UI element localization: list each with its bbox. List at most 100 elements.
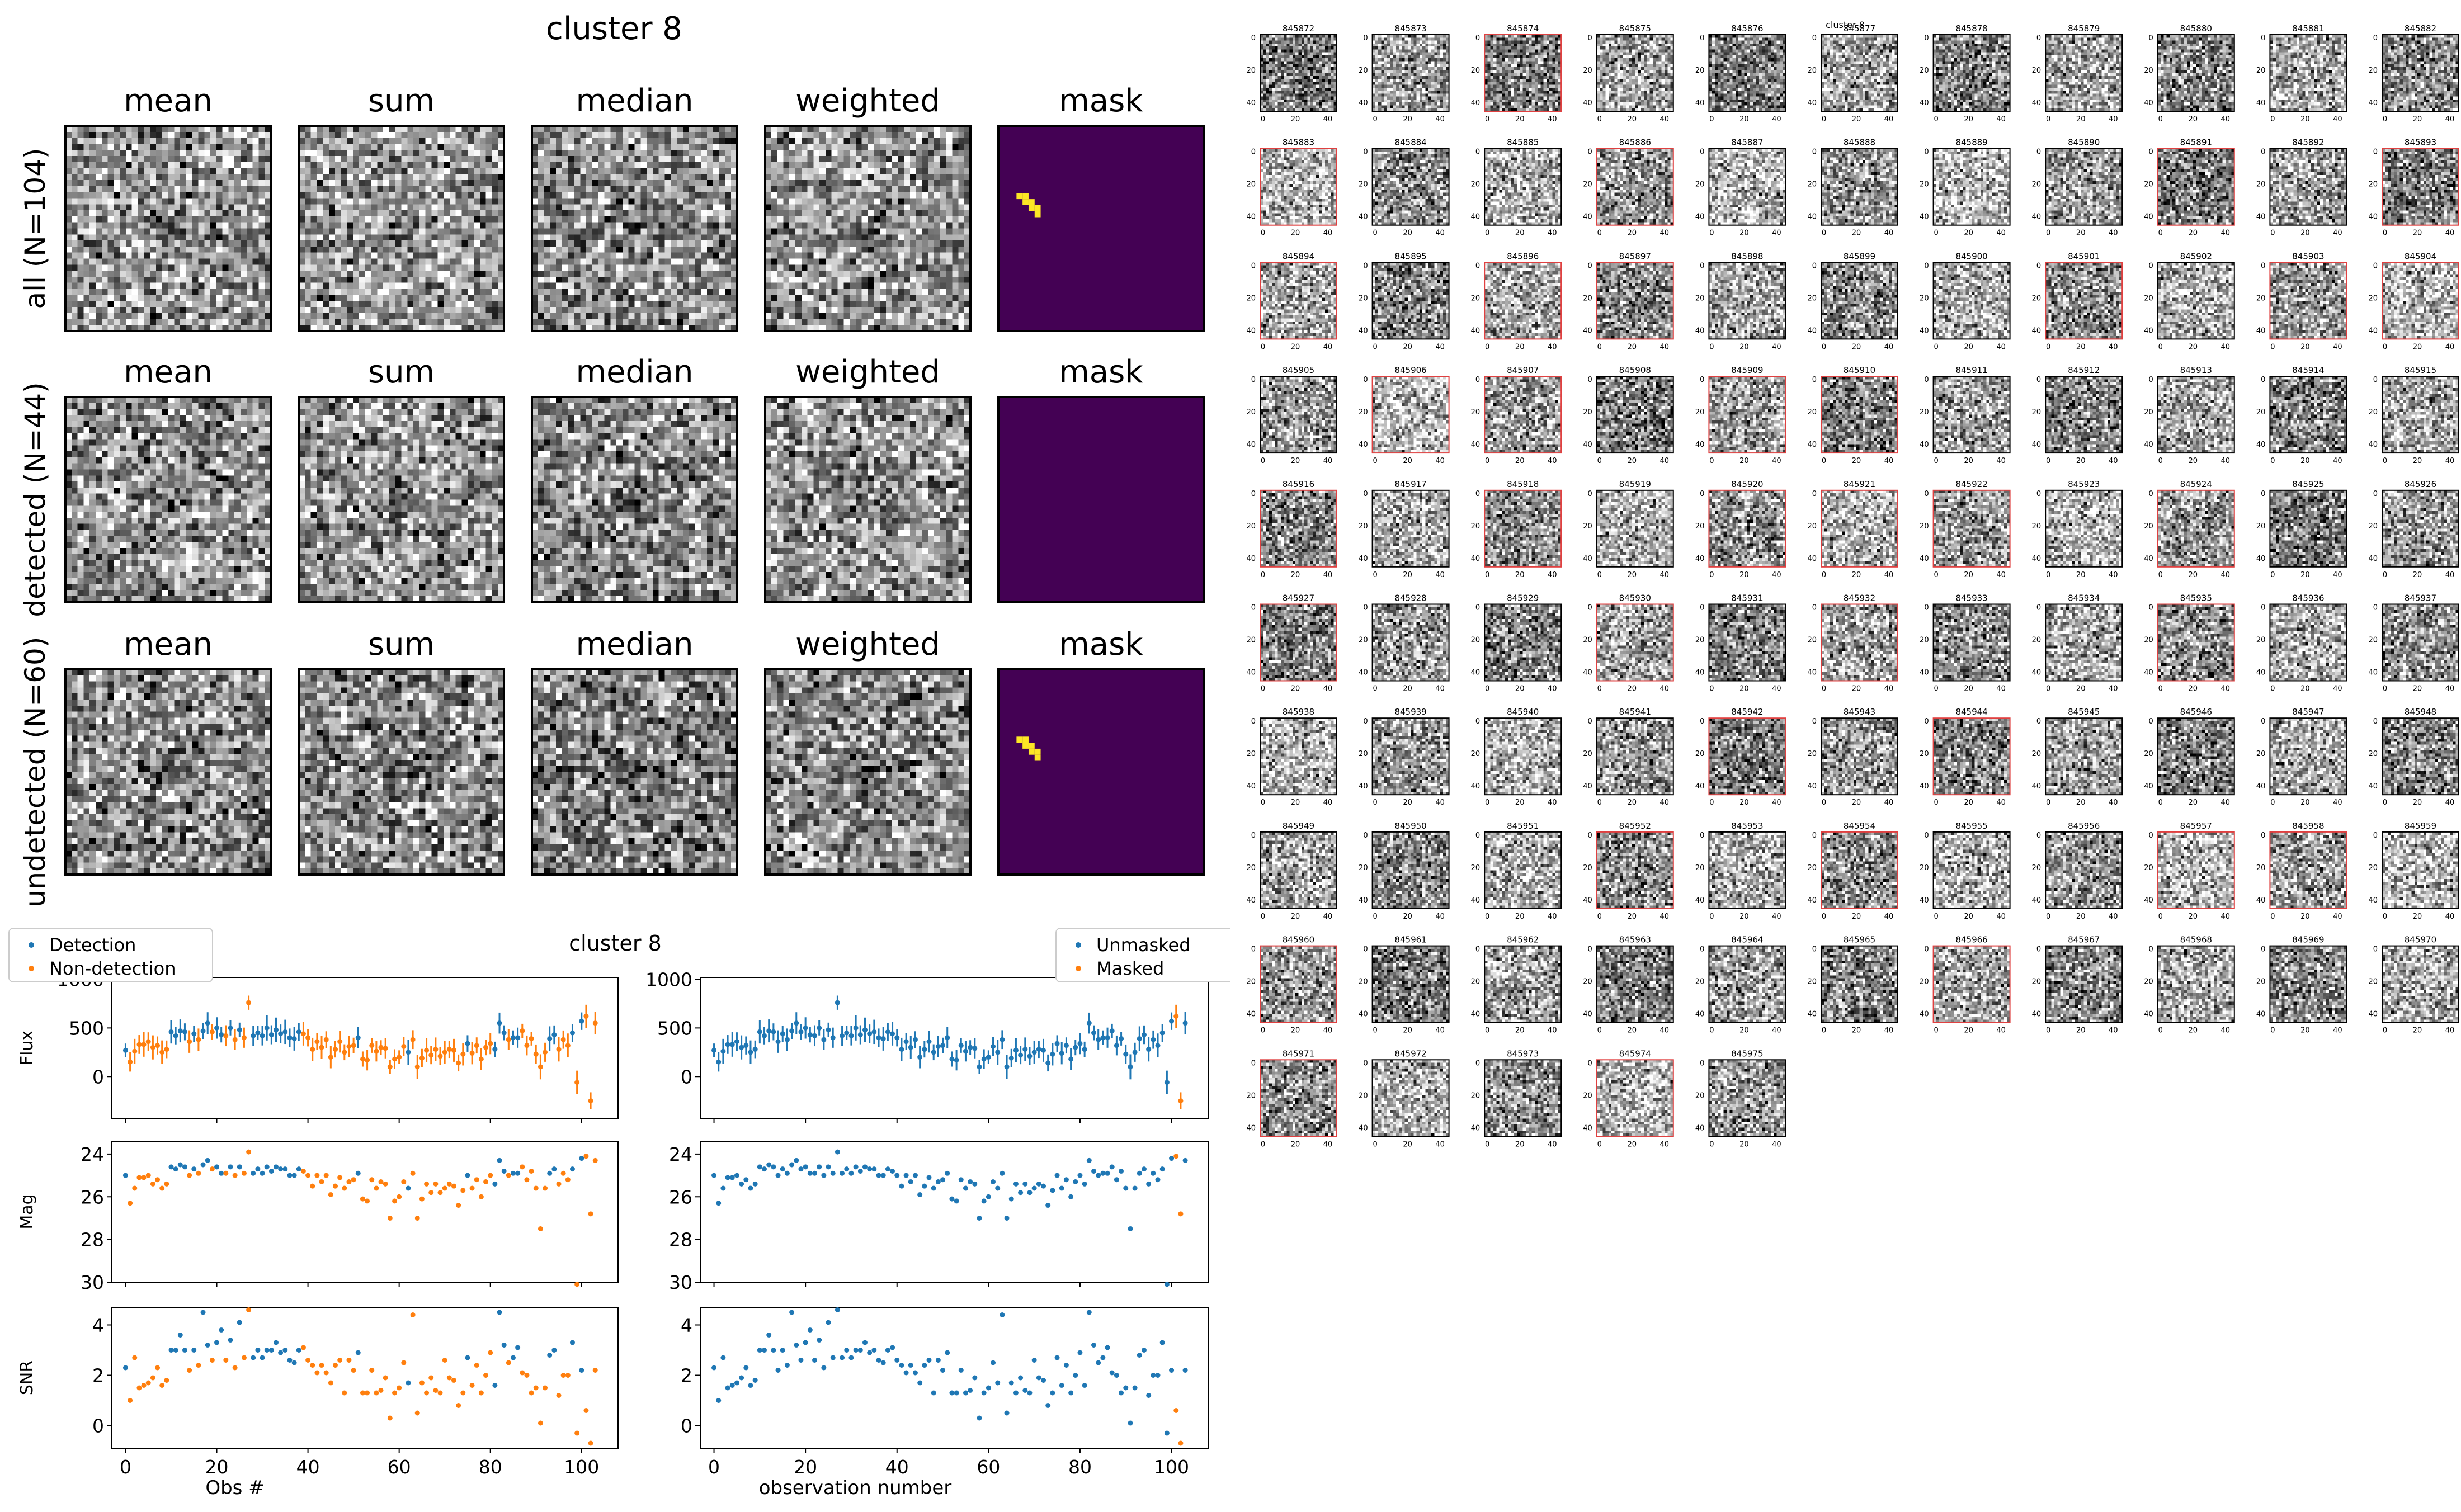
cutout-xtick: 0 [1373, 115, 1377, 124]
cutout-ytick: 20 [1359, 408, 1368, 417]
data-point [1022, 1388, 1028, 1393]
cutout-xtick: 0 [1597, 913, 1602, 921]
ytick-label: 24 [669, 1144, 692, 1165]
cutout-ytick: 0 [2261, 604, 2265, 612]
data-point [1077, 1173, 1083, 1178]
data-point [191, 1166, 197, 1172]
data-point [351, 1043, 356, 1048]
cutout-xtick: 40 [1884, 685, 1894, 693]
cutout-image [2045, 718, 2123, 795]
data-point [1119, 1390, 1124, 1396]
cutout-label: 845878 [1955, 23, 1987, 34]
data-point [1137, 1036, 1142, 1041]
data-point [1151, 1037, 1156, 1042]
cutout-ytick: 40 [1920, 782, 1929, 791]
cutout-ytick: 40 [1359, 327, 1368, 335]
cutout-frame [2269, 831, 2347, 909]
data-point [949, 1196, 955, 1202]
data-point [392, 1056, 397, 1062]
data-point [214, 1025, 220, 1031]
cutout-image [1709, 831, 1786, 909]
cutout-xtick: 20 [1852, 115, 1861, 124]
column-label: mask [1059, 626, 1143, 663]
data-point [369, 1043, 375, 1048]
cutout-frame [2045, 831, 2123, 909]
cutout-ytick: 20 [1807, 978, 1817, 986]
cutout-xtick: 40 [1884, 913, 1894, 921]
cutout-ytick: 40 [2144, 896, 2153, 905]
cutout-label: 845929 [1507, 593, 1539, 603]
cutout-image [1933, 490, 2010, 567]
data-point [789, 1162, 795, 1168]
data-point [1132, 1050, 1138, 1055]
cutout-ytick: 20 [1359, 636, 1368, 645]
cutout-image [1260, 1060, 1337, 1137]
data-point [209, 1358, 215, 1363]
data-point [469, 1185, 475, 1191]
cutout-xtick: 40 [1660, 1027, 1670, 1035]
cutout-xtick: 40 [1772, 685, 1781, 693]
data-point [128, 1059, 133, 1065]
data-point [803, 1340, 808, 1345]
cutout-xtick: 40 [1772, 343, 1781, 351]
cutout-ytick: 20 [1583, 864, 1592, 872]
cutout-grid-title: cluster 8 [1826, 20, 1865, 30]
legend-marker [1076, 942, 1081, 948]
cutout-xtick: 0 [1261, 115, 1265, 124]
mask-image [998, 669, 1204, 875]
cutout-ytick: 20 [1471, 181, 1481, 189]
data-point [931, 1050, 936, 1055]
cutout-ytick: 0 [2261, 376, 2265, 384]
cutout-image [2157, 718, 2234, 795]
cutout-ytick: 20 [2256, 750, 2266, 758]
ytick-label: 24 [81, 1144, 104, 1165]
cutout-ytick: 0 [1251, 376, 1256, 384]
cutout-frame [2157, 945, 2235, 1023]
data-point [122, 1173, 128, 1178]
data-point [583, 1408, 589, 1413]
cutout-image [1821, 946, 1898, 1023]
data-point [442, 1050, 447, 1055]
cutout-image [1484, 718, 1562, 795]
cutout-xtick: 0 [2270, 571, 2275, 579]
cutout-ytick: 20 [1920, 181, 1929, 189]
cutout-frame [1596, 603, 1674, 682]
data-point [1086, 1157, 1092, 1163]
data-point [968, 1045, 973, 1050]
cutout-xtick: 40 [2445, 571, 2455, 579]
cutout-xtick: 0 [2270, 229, 2275, 238]
cutout-image [1260, 376, 1337, 453]
data-point [1018, 1052, 1024, 1058]
stack-image [765, 397, 970, 602]
cutout-ytick: 40 [1583, 327, 1592, 335]
cutout-label: 845940 [1507, 707, 1539, 717]
cutout-ytick: 40 [2368, 327, 2378, 335]
data-point [145, 1380, 151, 1386]
cutout-label: 845965 [1844, 935, 1875, 945]
data-point [406, 1050, 411, 1055]
data-point [862, 1340, 868, 1345]
data-point [442, 1358, 447, 1363]
cutout-frame [2382, 945, 2459, 1023]
stack-frame [298, 668, 505, 876]
data-point [122, 1047, 128, 1053]
cutout-label: 845961 [1394, 935, 1426, 945]
cutout-xtick: 20 [2189, 115, 2198, 124]
cutout-xtick: 40 [1996, 1027, 2006, 1035]
data-point [789, 1310, 795, 1315]
cutout-xtick: 40 [1548, 457, 1557, 465]
stack-frame [764, 668, 972, 876]
cutout-label: 845905 [1283, 365, 1314, 375]
cutout-ytick: 20 [1807, 864, 1817, 872]
cutout-xtick: 20 [2300, 571, 2310, 579]
data-point [981, 1198, 987, 1204]
cutout-ytick: 40 [1471, 441, 1481, 449]
data-point [784, 1037, 790, 1042]
cutout-frame [2382, 262, 2459, 340]
cutout-label: 845876 [1731, 23, 1763, 34]
data-point [401, 1179, 407, 1185]
data-point [871, 1029, 877, 1034]
cutout-xtick: 40 [1772, 913, 1781, 921]
data-point [1132, 1385, 1138, 1391]
data-point [251, 1033, 256, 1038]
